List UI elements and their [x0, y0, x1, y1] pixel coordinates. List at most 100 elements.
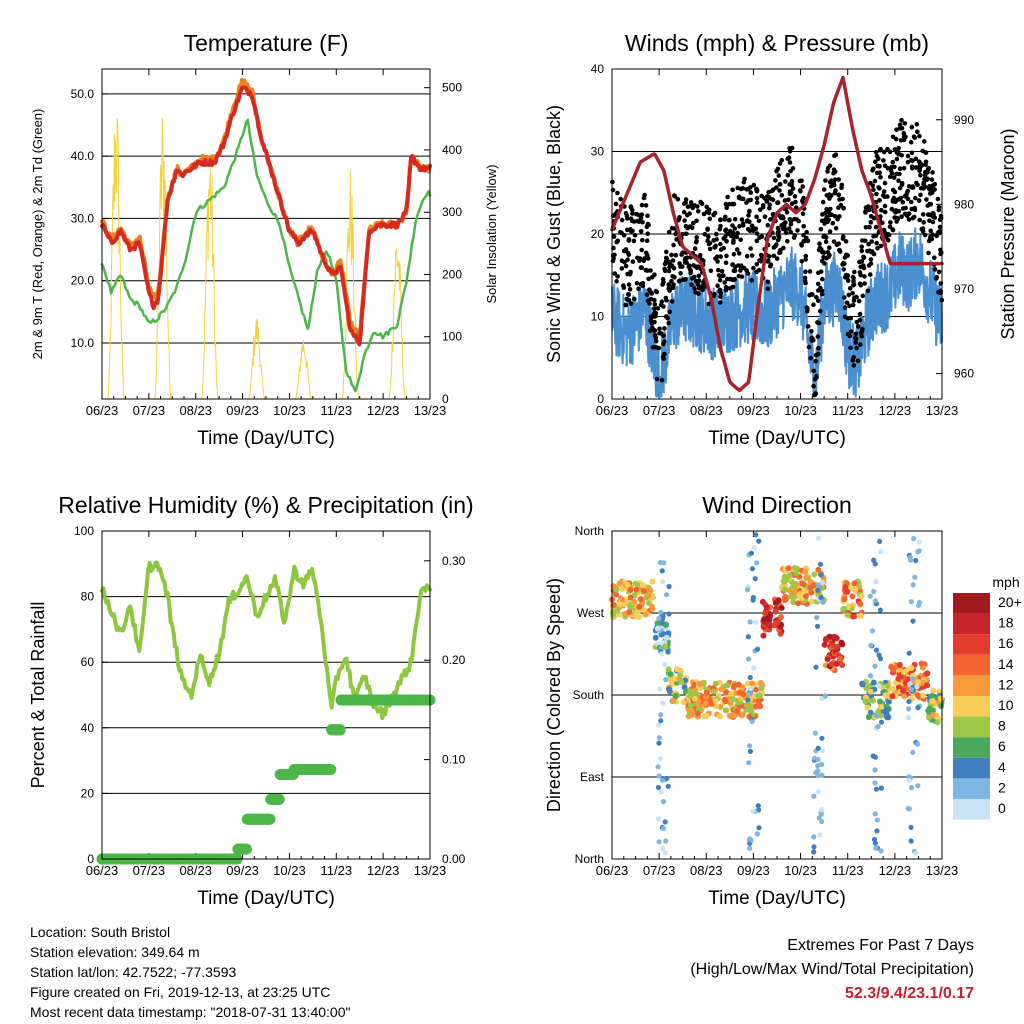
gust-point: [839, 185, 844, 190]
gust-point: [696, 273, 702, 279]
gust-point: [830, 220, 836, 226]
calm-direction-point: [747, 691, 753, 697]
direction-point: [890, 667, 897, 674]
gust-point: [768, 196, 774, 202]
gust-point: [901, 165, 907, 171]
direction-point: [882, 692, 889, 699]
gust-point: [915, 129, 920, 135]
direction-point: [734, 708, 741, 714]
x-tick-label: 06/23: [86, 403, 119, 418]
gust-point: [754, 238, 760, 244]
gust-point: [937, 224, 943, 230]
gust-point: [652, 302, 658, 307]
gust-point: [688, 200, 694, 205]
y-axis-label: Sonic Wind & Gust (Blue, Black): [544, 105, 564, 363]
y-tick-label: 10.0: [71, 336, 95, 350]
direction-point: [631, 598, 638, 605]
gust-point: [775, 225, 781, 231]
gust-point: [850, 302, 856, 308]
calm-direction-point: [868, 709, 874, 715]
gust-point: [623, 302, 629, 308]
x-tick-label: 10/23: [273, 403, 306, 418]
direction-point: [697, 681, 703, 688]
gust-point: [613, 201, 619, 207]
gust-point: [649, 315, 654, 320]
calm-direction-point: [660, 579, 666, 585]
gust-point: [859, 334, 864, 339]
calm-direction-point: [908, 824, 914, 831]
gust-point: [913, 156, 919, 162]
gust-point: [890, 227, 896, 232]
gust-point: [820, 291, 825, 297]
gust-point: [721, 245, 726, 251]
gust-point: [652, 306, 657, 312]
direction-point: [920, 692, 927, 699]
calm-direction-point: [660, 799, 667, 805]
gust-point: [734, 247, 740, 252]
direction-point: [845, 603, 852, 610]
calm-direction-point: [751, 545, 757, 551]
gust-point: [820, 276, 825, 282]
colorbar-label: 4: [998, 759, 1006, 775]
gust-point: [897, 126, 903, 131]
calm-direction-point: [664, 775, 670, 781]
gust-point: [739, 274, 745, 280]
gust-point: [793, 199, 798, 205]
direction-point: [802, 593, 809, 599]
gust-point: [726, 217, 732, 223]
gust-point: [788, 222, 794, 227]
x-tick-label: 08/23: [690, 863, 723, 878]
gust-point: [649, 321, 655, 327]
direction-point: [834, 643, 841, 650]
calm-direction-point: [748, 686, 754, 692]
direction-point: [627, 594, 634, 601]
calm-direction-point: [656, 773, 662, 779]
direction-point: [763, 604, 770, 611]
gust-point: [781, 245, 786, 251]
calm-direction-point: [815, 582, 821, 588]
insolation-line: [200, 168, 219, 400]
y2-tick-label: 980: [954, 197, 974, 211]
gust-point: [819, 247, 824, 252]
gust-point: [652, 272, 657, 278]
gust-point: [669, 252, 674, 258]
gust-point: [724, 253, 729, 259]
gust-point: [751, 265, 756, 271]
gust-point: [694, 235, 699, 240]
gust-point: [619, 217, 625, 223]
gust-point: [610, 258, 616, 264]
gust-point: [878, 214, 883, 219]
gust-point: [788, 190, 794, 196]
gust-point: [778, 215, 784, 221]
direction-point: [610, 583, 617, 590]
direction-point: [694, 710, 701, 717]
gust-point: [777, 250, 783, 255]
gust-point: [701, 280, 706, 286]
gust-point: [826, 210, 832, 215]
gust-point: [677, 261, 682, 266]
gust-point: [873, 159, 878, 165]
gust-point: [916, 198, 922, 203]
direction-point: [791, 593, 798, 600]
gust-point: [661, 304, 666, 309]
gust-point: [813, 358, 818, 364]
gust-point: [674, 237, 679, 242]
gust-point: [880, 220, 885, 226]
calm-direction-point: [906, 777, 912, 784]
gust-point: [818, 308, 823, 314]
calm-direction-point: [878, 785, 885, 791]
y-tick-label: 60: [81, 655, 95, 669]
gust-point: [821, 187, 827, 192]
direction-point: [772, 599, 779, 606]
gust-point: [906, 184, 912, 189]
gust-point: [850, 290, 855, 296]
gust-point: [718, 254, 723, 259]
y2-tick-label: 970: [954, 282, 974, 296]
calm-direction-point: [906, 650, 912, 656]
gust-point: [853, 335, 858, 341]
gust-point: [809, 329, 814, 334]
calm-direction-point: [663, 838, 669, 844]
calm-direction-point: [746, 656, 752, 662]
direction-point: [724, 682, 731, 689]
y-tick-label: 0: [87, 852, 94, 866]
